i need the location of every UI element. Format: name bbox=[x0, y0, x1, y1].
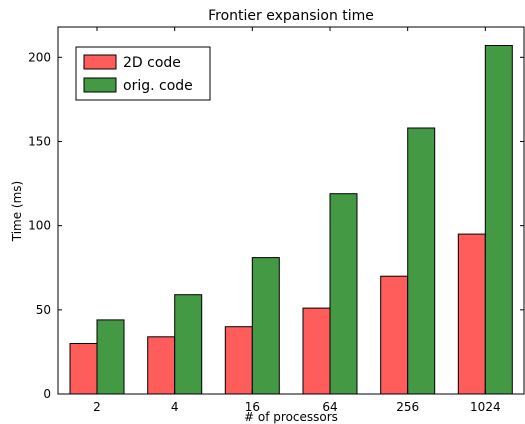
bar-orig-code-64 bbox=[329, 193, 358, 395]
x-tick-label: 64 bbox=[322, 400, 337, 414]
plot-frame bbox=[57, 26, 525, 395]
bar-2d-code-256 bbox=[380, 275, 409, 395]
bars-layer bbox=[69, 45, 513, 395]
bar-2d-code-1024 bbox=[457, 233, 486, 395]
y-axis-label: Time (ms) bbox=[10, 181, 24, 243]
y-tick-label: 200 bbox=[28, 50, 51, 64]
bar-2d-code-16 bbox=[224, 326, 253, 395]
legend-label-orig-code: orig. code bbox=[123, 78, 193, 94]
bar-orig-code-16 bbox=[251, 257, 280, 395]
bar-orig-code-2 bbox=[96, 319, 125, 395]
legend-swatch-orig-code bbox=[83, 77, 117, 93]
bar-2d-code-64 bbox=[302, 307, 331, 395]
y-tick-label: 50 bbox=[36, 303, 51, 317]
legend-label-2d-code: 2D code bbox=[123, 55, 181, 71]
x-tick-label: 2 bbox=[93, 400, 101, 414]
x-tick-label: 1024 bbox=[470, 400, 501, 414]
legend-swatch-2d-code bbox=[83, 54, 117, 70]
bar-orig-code-4 bbox=[174, 294, 203, 395]
y-tick-label: 150 bbox=[28, 134, 51, 148]
y-tick-label: 0 bbox=[43, 387, 51, 401]
chart-title: Frontier expansion time bbox=[208, 8, 374, 24]
y-tick-label: 100 bbox=[28, 219, 51, 233]
bar-orig-code-256 bbox=[407, 127, 436, 395]
x-tick-label: 256 bbox=[396, 400, 419, 414]
x-axis-label: # of processors bbox=[244, 410, 338, 424]
x-tick-label: 4 bbox=[171, 400, 179, 414]
bar-2d-code-4 bbox=[147, 336, 176, 395]
bar-orig-code-1024 bbox=[484, 45, 513, 395]
legend: 2D code orig. code bbox=[75, 46, 211, 101]
ticks-layer: 2 4 16 64 256 1024 0 50 100 150 200 bbox=[28, 27, 524, 414]
x-tick-label: 16 bbox=[245, 400, 260, 414]
bar-2d-code-2 bbox=[69, 343, 98, 395]
